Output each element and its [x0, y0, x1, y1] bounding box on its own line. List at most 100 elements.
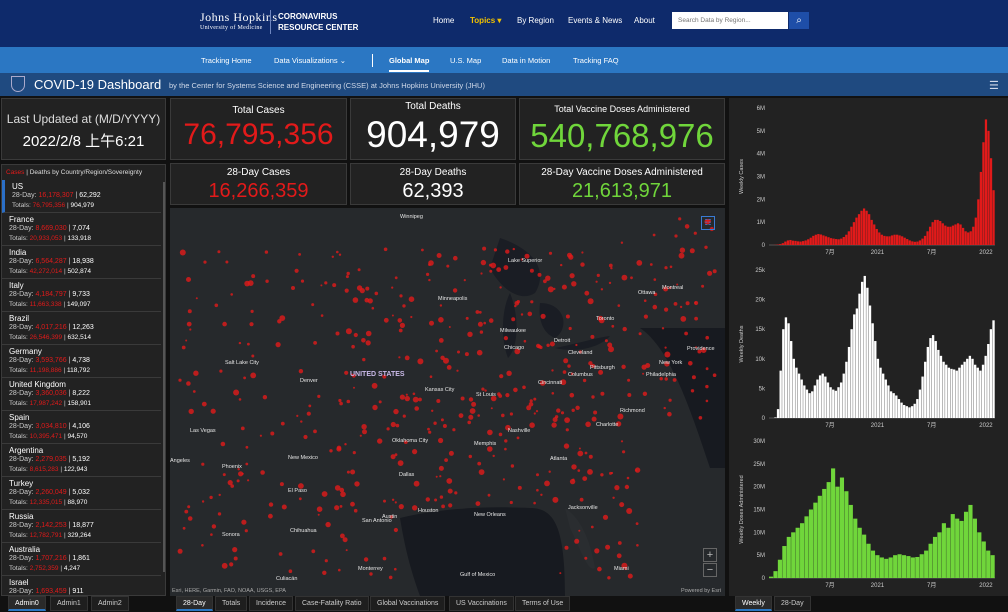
chart-bar[interactable]: [924, 361, 927, 418]
case-marker[interactable]: [483, 321, 487, 325]
case-marker[interactable]: [454, 491, 458, 495]
chart-bar[interactable]: [941, 523, 946, 578]
chart-bar[interactable]: [874, 341, 877, 418]
case-marker[interactable]: [511, 317, 516, 322]
chart-bar[interactable]: [795, 367, 798, 418]
case-marker[interactable]: [482, 246, 487, 251]
zoom-in-button[interactable]: +: [703, 548, 717, 562]
case-marker[interactable]: [688, 361, 693, 366]
case-marker[interactable]: [596, 273, 600, 277]
chart-bar[interactable]: [890, 235, 894, 245]
case-marker[interactable]: [245, 445, 249, 449]
case-marker[interactable]: [238, 398, 242, 401]
case-marker[interactable]: [308, 404, 312, 408]
case-marker[interactable]: [553, 287, 556, 290]
case-marker[interactable]: [404, 355, 410, 361]
case-marker[interactable]: [237, 468, 240, 471]
case-marker[interactable]: [477, 321, 483, 327]
chart-bar[interactable]: [779, 370, 782, 418]
case-marker[interactable]: [369, 572, 373, 576]
case-marker[interactable]: [412, 396, 419, 403]
case-marker[interactable]: [395, 423, 400, 428]
chart-bar[interactable]: [918, 240, 922, 245]
case-marker[interactable]: [488, 318, 494, 323]
list-head-cases[interactable]: Cases: [6, 169, 25, 176]
case-marker[interactable]: [394, 501, 397, 504]
chart-bar[interactable]: [947, 367, 951, 418]
case-marker[interactable]: [298, 253, 301, 256]
case-marker[interactable]: [578, 447, 581, 450]
case-marker[interactable]: [350, 373, 353, 376]
case-marker[interactable]: [394, 567, 397, 571]
case-marker[interactable]: [476, 349, 483, 356]
case-marker[interactable]: [624, 484, 630, 490]
case-marker[interactable]: [298, 483, 304, 489]
subnav-us-map[interactable]: U.S. Map: [450, 56, 482, 65]
nav-home[interactable]: Home: [433, 16, 455, 25]
case-marker[interactable]: [522, 385, 526, 390]
chart-bar[interactable]: [895, 234, 899, 245]
case-marker[interactable]: [617, 541, 622, 545]
case-marker[interactable]: [700, 347, 707, 353]
chart-bar[interactable]: [879, 367, 882, 418]
case-marker[interactable]: [268, 502, 274, 507]
case-marker[interactable]: [607, 576, 611, 580]
chart-bar[interactable]: [981, 364, 985, 418]
case-marker[interactable]: [664, 351, 671, 358]
chart-bar[interactable]: [937, 349, 940, 418]
chart-bar[interactable]: [942, 361, 945, 418]
case-marker[interactable]: [399, 294, 403, 298]
case-marker[interactable]: [404, 395, 410, 402]
chart-bar[interactable]: [967, 232, 970, 245]
case-marker[interactable]: [612, 496, 615, 499]
case-marker[interactable]: [664, 346, 667, 349]
case-marker[interactable]: [673, 302, 678, 306]
case-marker[interactable]: [413, 480, 420, 487]
case-marker[interactable]: [265, 279, 269, 283]
case-marker[interactable]: [577, 469, 581, 472]
case-marker[interactable]: [621, 562, 628, 569]
case-marker[interactable]: [600, 288, 604, 291]
case-marker[interactable]: [201, 462, 205, 466]
case-marker[interactable]: [565, 314, 570, 319]
case-marker[interactable]: [388, 575, 393, 580]
chart-bar[interactable]: [844, 491, 849, 578]
chart-bar[interactable]: [924, 550, 929, 578]
chart-bar[interactable]: [937, 532, 942, 578]
case-marker[interactable]: [351, 344, 355, 349]
search-button[interactable]: ⌕: [789, 12, 809, 29]
case-marker[interactable]: [182, 526, 186, 530]
case-marker[interactable]: [569, 273, 575, 279]
case-marker[interactable]: [477, 461, 482, 466]
case-marker[interactable]: [676, 283, 679, 286]
chart-bar[interactable]: [986, 550, 991, 578]
chart-bar[interactable]: [969, 231, 972, 245]
case-marker[interactable]: [480, 259, 487, 266]
case-marker[interactable]: [694, 300, 699, 306]
case-marker[interactable]: [588, 454, 593, 459]
chart-bar[interactable]: [949, 226, 952, 245]
chart-bar[interactable]: [845, 234, 848, 245]
case-marker[interactable]: [426, 272, 430, 276]
chart-bar[interactable]: [977, 532, 982, 578]
case-marker[interactable]: [321, 491, 328, 497]
case-marker[interactable]: [320, 284, 323, 287]
case-marker[interactable]: [509, 412, 513, 416]
case-marker[interactable]: [350, 469, 356, 475]
case-marker[interactable]: [346, 399, 351, 404]
case-marker[interactable]: [374, 291, 379, 296]
tab-incidence[interactable]: Incidence: [249, 596, 293, 611]
case-marker[interactable]: [429, 320, 434, 326]
case-marker[interactable]: [382, 556, 387, 561]
case-marker[interactable]: [332, 283, 337, 288]
case-marker[interactable]: [652, 233, 656, 237]
chart-bar[interactable]: [946, 527, 951, 578]
case-marker[interactable]: [698, 416, 703, 420]
case-marker[interactable]: [214, 303, 219, 308]
case-marker[interactable]: [353, 508, 358, 513]
case-marker[interactable]: [250, 372, 257, 379]
chart-bar[interactable]: [893, 234, 896, 245]
chart-bar[interactable]: [791, 532, 796, 578]
case-marker[interactable]: [383, 317, 389, 323]
chart-bar[interactable]: [884, 379, 887, 418]
